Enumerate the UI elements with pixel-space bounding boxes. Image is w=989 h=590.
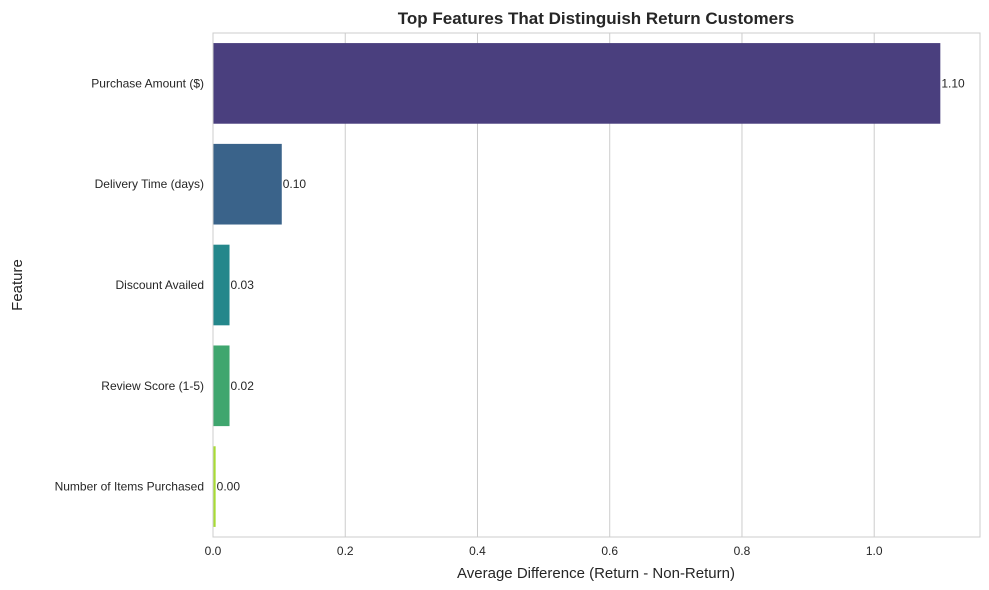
bar-value-label: 0.00 [217,480,241,494]
bar-value-label: 0.03 [231,278,255,292]
bar-discount-availed [213,245,230,326]
x-tick-label: 1.0 [866,544,883,558]
bar-value-label: 1.10 [941,76,965,90]
x-tick-label: 0.0 [205,544,222,558]
bar-layer [213,43,940,527]
x-tick-label: 0.2 [337,544,354,558]
bar-delivery-time-days [213,144,282,225]
y-tick-label: Delivery Time (days) [95,177,204,191]
y-tick-label: Purchase Amount ($) [91,76,204,90]
x-axis-label: Average Difference (Return - Non-Return) [457,565,735,582]
x-tick-label: 0.4 [469,544,486,558]
chart-title: Top Features That Distinguish Return Cus… [398,9,794,28]
bar-review-score-1-5 [213,345,230,426]
y-tick-label: Review Score (1-5) [101,379,204,393]
x-tick-labels: 0.0 0.2 0.4 0.6 0.8 1.0 [205,544,883,558]
bar-value-label: 0.02 [231,379,255,393]
x-tick-label: 0.8 [734,544,751,558]
bar-purchase-amount [213,43,940,124]
bar-value-label: 0.10 [283,177,307,191]
data-labels: 1.10 0.10 0.03 0.02 0.00 [217,76,965,493]
y-tick-label: Number of Items Purchased [55,480,204,494]
y-tick-label: Discount Availed [116,278,205,292]
y-axis-label: Feature [9,259,26,311]
y-tick-labels: Purchase Amount ($) Delivery Time (days) D… [55,76,204,493]
x-tick-label: 0.6 [601,544,618,558]
